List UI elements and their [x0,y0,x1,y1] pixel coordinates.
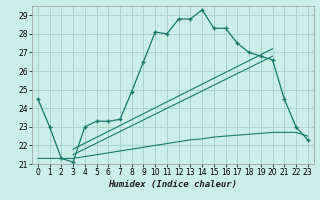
X-axis label: Humidex (Indice chaleur): Humidex (Indice chaleur) [108,180,237,189]
